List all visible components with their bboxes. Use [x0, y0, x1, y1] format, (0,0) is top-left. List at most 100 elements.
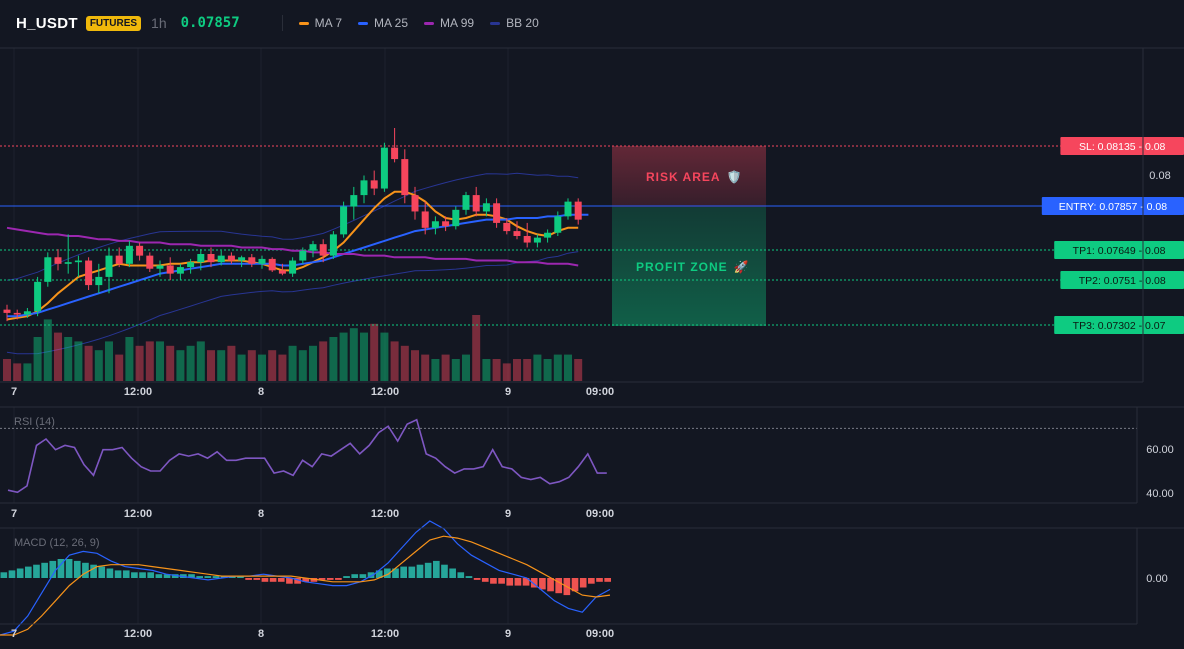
- volume-bar: [472, 315, 481, 381]
- bollinger-bands: [6, 172, 579, 355]
- macd-histogram-bar: [604, 578, 611, 582]
- candle-body: [554, 216, 562, 233]
- macd-histogram-bar: [33, 564, 40, 578]
- macd-histogram-bar: [588, 578, 595, 584]
- volume-bar: [513, 359, 521, 381]
- time-tick-label: 12:00: [371, 628, 399, 640]
- candle-body: [176, 267, 184, 274]
- volume-bars: [3, 315, 583, 381]
- volume-bar: [207, 350, 215, 381]
- candle-body: [13, 312, 21, 315]
- candle-body: [370, 180, 378, 189]
- volume-bar: [309, 345, 317, 381]
- macd-histogram-bar: [294, 578, 301, 584]
- candle-body: [340, 206, 348, 235]
- volume-bar: [156, 341, 164, 381]
- macd-histogram-bar: [375, 570, 383, 578]
- candle-body: [431, 221, 439, 228]
- candle-body: [105, 255, 113, 277]
- trade-zones: RISK AREA 🛡️ PROFIT ZONE 🚀: [612, 146, 766, 326]
- legend-swatch: [298, 21, 309, 25]
- macd-histogram-bar: [539, 578, 546, 590]
- volume-bar: [23, 363, 32, 381]
- macd-histogram-bar: [571, 578, 579, 592]
- legend-item-ma7[interactable]: MA 7: [298, 16, 342, 30]
- macd-histogram-bar: [237, 576, 244, 578]
- ma-line-ma99: [6, 226, 579, 267]
- entry-label-bg: [1041, 197, 1184, 215]
- macd-histogram-bar: [318, 578, 326, 580]
- candle-body: [207, 254, 215, 263]
- macd-histogram-bar: [253, 578, 261, 580]
- time-tick-label: 8: [258, 386, 264, 398]
- bb-upper-line: [6, 172, 579, 281]
- legend-item-bb20[interactable]: BB 20: [490, 16, 539, 30]
- legend-label: MA 25: [374, 16, 409, 30]
- time-tick-label: 09:00: [586, 508, 614, 520]
- volume-bar: [553, 354, 562, 381]
- legend-swatch: [424, 21, 435, 25]
- candle-body: [115, 255, 123, 264]
- macd-pane: MACD (12, 26, 9) 0.00: [0, 520, 1168, 636]
- macd-histogram-bar: [326, 578, 334, 580]
- volume-bar: [13, 363, 22, 381]
- macd-histogram-bar: [220, 576, 228, 578]
- candle-body: [258, 258, 266, 264]
- candle-body: [442, 221, 450, 227]
- legend-item-ma99[interactable]: MA 99: [424, 16, 474, 30]
- price-tick-label: 0.08: [1149, 170, 1170, 182]
- macd-histogram-bar: [310, 578, 318, 582]
- macd-histogram-bar: [131, 572, 138, 578]
- time-tick-label: 9: [505, 628, 511, 640]
- macd-histogram-bar: [449, 568, 456, 578]
- time-tick-label: 8: [258, 628, 264, 640]
- legend-item-ma25[interactable]: MA 25: [358, 16, 408, 30]
- rsi-title: RSI (14): [14, 416, 55, 428]
- moving-averages: [6, 190, 589, 321]
- sl-label-bg: [1060, 137, 1184, 155]
- volume-bar: [54, 332, 62, 381]
- time-tick-label: 09:00: [586, 386, 614, 398]
- macd-histogram-bar: [269, 578, 277, 582]
- volume-bar: [451, 359, 460, 381]
- macd-histogram-bar: [392, 568, 399, 578]
- candle-body: [136, 245, 144, 256]
- macd-histogram-bar: [547, 578, 554, 592]
- tp1-label-bg: [1054, 241, 1184, 259]
- time-tick-label: 9: [505, 508, 511, 520]
- macd-histogram-bar: [90, 564, 97, 578]
- macd-histogram-bar: [188, 574, 195, 578]
- candle-body: [44, 257, 52, 282]
- candle-body: [544, 232, 552, 238]
- volume-bar: [492, 359, 501, 381]
- volume-bar: [421, 354, 430, 381]
- volume-bar: [298, 350, 307, 381]
- volume-bar: [64, 337, 73, 381]
- chart-axes: 7 12:00 8 12:00 9 09:00 7 12:00 8 12:00 9 09:00 7 12:…: [0, 47, 1184, 640]
- macd-histogram-bar: [204, 576, 212, 578]
- macd-histogram-bar: [122, 570, 130, 578]
- candle-body: [3, 309, 11, 313]
- volume-bar: [166, 345, 175, 381]
- time-tick-label: 12:00: [371, 508, 399, 520]
- legend-swatch: [490, 21, 501, 25]
- candle-body: [85, 260, 93, 286]
- timeframe-label[interactable]: 1h: [151, 15, 167, 31]
- time-tick-label: 09:00: [586, 628, 614, 640]
- rsi-pane: RSI (14) 60.00 40.00: [0, 416, 1174, 500]
- profit-zone: [612, 207, 766, 326]
- bb-lower-line: [6, 251, 579, 355]
- volume-bar: [237, 354, 246, 381]
- candle-body: [462, 195, 470, 210]
- macd-histogram-bar: [400, 566, 407, 578]
- macd-histogram-bar: [49, 560, 57, 578]
- candle-body: [493, 203, 501, 223]
- volume-bar: [380, 332, 389, 381]
- macd-histogram-bar: [277, 578, 285, 582]
- tp3-label-bg: [1054, 316, 1184, 334]
- volume-bar: [74, 341, 83, 381]
- macd-histogram-bar: [302, 578, 310, 582]
- candle-body: [34, 281, 42, 312]
- symbol-name[interactable]: H_USDT: [16, 14, 78, 32]
